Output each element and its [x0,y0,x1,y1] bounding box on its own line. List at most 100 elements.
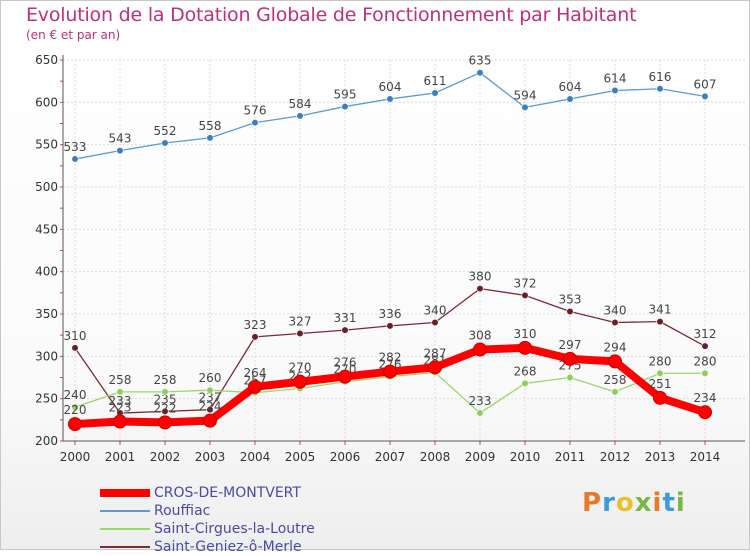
data-label: 594 [514,88,537,102]
data-point [207,387,214,394]
data-point [522,104,529,111]
data-label: 635 [469,54,492,68]
proxiti-logo: Proxiti [582,488,686,518]
x-tick-label: 2009 [465,450,496,464]
data-label: 270 [289,361,312,375]
data-point [69,418,82,431]
data-point [567,308,574,315]
data-point [387,323,394,330]
data-point [252,334,259,341]
data-label: 331 [334,311,357,325]
data-point [657,318,664,325]
data-point [387,96,394,103]
data-label: 607 [694,77,717,91]
data-label: 336 [379,307,402,321]
data-point [612,87,619,94]
data-label: 276 [334,356,357,370]
y-tick-label: 600 [35,95,58,109]
logo-letter: t [662,488,675,518]
x-tick-label: 2000 [60,450,91,464]
data-label: 287 [424,346,447,360]
data-label: 310 [64,329,87,343]
data-label: 353 [559,292,582,306]
data-label: 297 [559,338,582,352]
logo-letter: i [676,488,686,518]
data-label: 533 [64,140,87,154]
data-point [477,410,484,417]
data-label: 223 [109,401,132,415]
data-point [72,345,79,352]
x-tick-label: 2011 [555,450,586,464]
data-label: 323 [244,318,267,332]
data-label: 312 [694,327,717,341]
data-point [297,113,304,120]
data-label: 308 [469,329,492,343]
x-tick-label: 2003 [195,450,226,464]
data-point [252,119,259,126]
data-point [477,69,484,76]
data-label: 233 [469,394,492,408]
legend-label: Saint-Geniez-ô-Merle [154,538,302,556]
data-point [432,90,439,97]
x-tick-label: 2014 [690,450,721,464]
x-tick-label: 2006 [330,450,361,464]
x-tick-label: 2004 [240,450,271,464]
data-point [564,352,577,365]
data-point [612,389,619,396]
data-label: 268 [514,364,537,378]
data-point [657,85,664,92]
x-tick-label: 2002 [150,450,181,464]
data-point [657,370,664,377]
data-point [342,103,349,110]
legend-label: CROS-DE-MONTVERT [154,484,301,502]
data-label: 552 [154,124,177,138]
data-label: 222 [154,401,177,415]
data-label: 240 [64,388,87,402]
x-tick-label: 2013 [645,450,676,464]
data-point [384,365,397,378]
x-tick-label: 2010 [510,450,541,464]
data-point [609,355,622,368]
data-point [699,406,712,419]
legend-label: Saint-Cirgues-la-Loutre [154,520,315,538]
data-label: 372 [514,276,537,290]
data-point [522,292,529,299]
logo-letter: i [653,488,663,518]
x-tick-label: 2001 [105,450,136,464]
data-point [117,147,124,154]
y-tick-label: 400 [35,265,58,279]
data-point [702,343,709,350]
data-point [162,389,169,396]
data-point [297,330,304,337]
data-point [612,319,619,326]
data-label: 234 [694,391,717,405]
data-point [522,380,529,387]
line-chart: 2002503003504004505005506006502000 2001 20… [0,0,750,550]
logo-letter: r [602,488,616,518]
legend-label: Rouffiac [154,502,210,520]
x-tick-label: 2005 [285,450,316,464]
data-label: 264 [244,366,267,380]
data-point [567,374,574,381]
data-point [474,343,487,356]
data-point [702,93,709,100]
data-label: 282 [379,351,402,365]
data-point [117,389,124,396]
y-tick-label: 300 [35,349,58,363]
data-point [429,361,442,374]
y-tick-label: 350 [35,307,58,321]
y-tick-label: 200 [35,434,58,448]
data-label: 220 [64,403,87,417]
y-tick-label: 650 [35,53,58,67]
data-label: 258 [604,373,627,387]
data-point [519,341,532,354]
legend-swatch [100,528,150,530]
data-point [159,416,172,429]
data-label: 616 [649,70,672,84]
data-point [162,140,169,147]
data-label: 280 [694,354,717,368]
y-tick-label: 450 [35,222,58,236]
data-label: 258 [154,373,177,387]
data-label: 251 [649,377,672,391]
data-point [72,156,79,163]
